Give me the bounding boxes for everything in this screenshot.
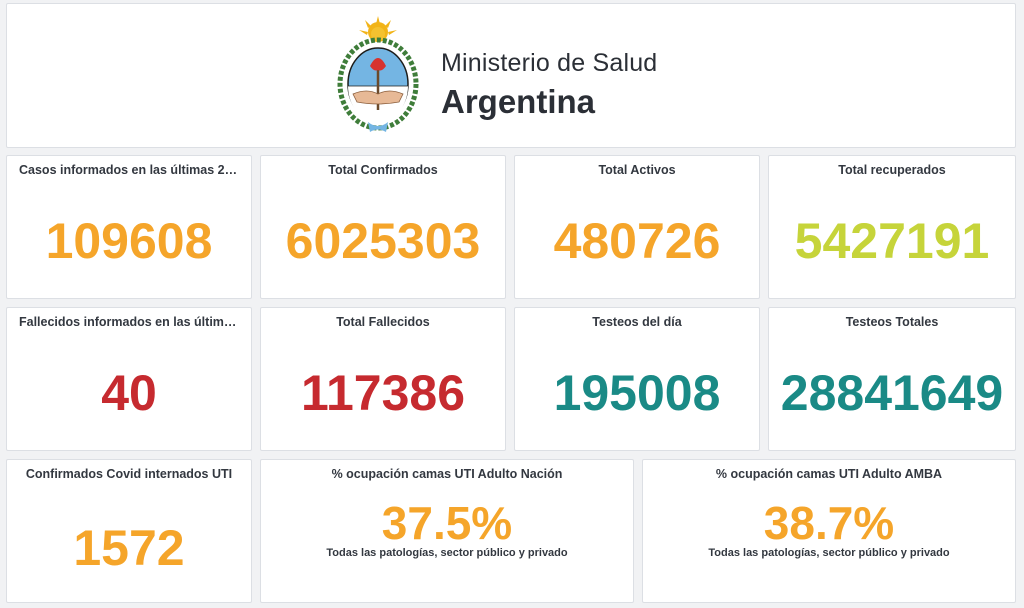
card-ocupacion-uti-amba: % ocupación camas UTI Adulto AMBA 38.7% …: [642, 459, 1016, 603]
card-title: Total Fallecidos: [336, 315, 430, 329]
card-title: Casos informados en las últimas 24...: [19, 163, 242, 177]
card-value: 117386: [300, 365, 466, 421]
card-title: Confirmados Covid internados UTI: [25, 467, 233, 481]
card-ocupacion-uti-nacion: % ocupación camas UTI Adulto Nación 37.5…: [260, 459, 634, 603]
ministry-name: Ministerio de Salud: [441, 49, 658, 77]
card-title: Testeos Totales: [845, 315, 939, 329]
card-total-recuperados: Total recuperados 5427191: [768, 155, 1016, 299]
country-name: Argentina: [441, 83, 596, 120]
card-value: 5427191: [794, 213, 990, 269]
card-title: Total recuperados: [838, 163, 946, 177]
header-banner: Ministerio de Salud Argentina: [6, 3, 1016, 148]
card-testeos-dia: Testeos del día 195008: [514, 307, 760, 451]
card-value: 28841649: [780, 365, 1004, 421]
card-value: 38.7%: [763, 497, 895, 549]
card-title: Fallecidos informados en las última...: [19, 315, 242, 329]
card-total-confirmados: Total Confirmados 6025303: [260, 155, 506, 299]
card-value: 480726: [553, 213, 721, 269]
card-value: 109608: [45, 213, 213, 269]
card-uti-internados: Confirmados Covid internados UTI 1572: [6, 459, 252, 603]
card-title: Testeos del día: [592, 315, 682, 329]
card-subtitle: Todas las patologías, sector público y p…: [326, 547, 568, 559]
coat-of-arms-argentina-icon: [337, 16, 419, 132]
card-total-activos: Total Activos 480726: [514, 155, 760, 299]
card-title: % ocupación camas UTI Adulto AMBA: [715, 467, 943, 481]
card-title: Total Activos: [598, 163, 676, 177]
card-value: 40: [101, 365, 157, 421]
card-testeos-totales: Testeos Totales 28841649: [768, 307, 1016, 451]
card-casos-24h: Casos informados en las últimas 24... 10…: [6, 155, 252, 299]
card-value: 1572: [73, 520, 185, 576]
card-title: % ocupación camas UTI Adulto Nación: [331, 467, 563, 481]
card-title: Total Confirmados: [328, 163, 438, 177]
card-value: 195008: [553, 365, 721, 421]
card-fallecidos-24h: Fallecidos informados en las última... 4…: [6, 307, 252, 451]
card-subtitle: Todas las patologías, sector público y p…: [708, 547, 950, 559]
card-value: 37.5%: [381, 497, 513, 549]
card-value: 6025303: [285, 213, 481, 269]
card-total-fallecidos: Total Fallecidos 117386: [260, 307, 506, 451]
